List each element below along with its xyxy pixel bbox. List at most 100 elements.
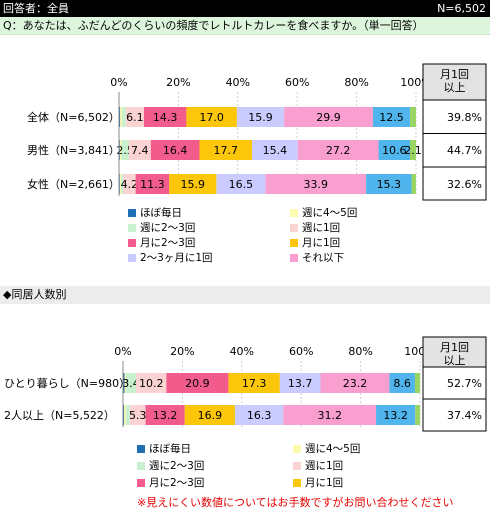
bar-segment [125,373,137,393]
legend-swatch [290,238,298,247]
bar-segment [410,140,416,160]
monthly-table-header-text: 月1回 [440,341,469,354]
bar-segment [143,107,187,127]
data-label: 27.2 [326,144,351,157]
bar-segment [150,140,200,160]
data-label: 10.6 [382,144,407,157]
monthly-value: 39.8% [447,111,482,124]
data-label: 11.3 [140,178,165,191]
data-label: 23.2 [343,377,368,390]
bar-segment [169,174,217,194]
x-tick-label: 60% [285,76,309,89]
data-label: 10.2 [139,377,164,390]
bar-segment [121,140,129,160]
legend-label: それ以下 [302,252,344,264]
legend-label: 月に2～3回 [140,237,196,249]
bar-segment [123,174,136,194]
legend-swatch [128,208,136,217]
bar-segment [236,107,285,127]
bar-segment [166,373,229,393]
legend-swatch [128,223,136,232]
legend-item: 週に4～5回 [293,441,360,456]
data-label: 33.9 [304,178,329,191]
legend-label: 週に1回 [302,222,341,234]
legend-swatch [293,461,301,470]
bar-segment [121,107,126,127]
data-label: 17.7 [214,144,239,157]
x-tick-label: 60% [289,345,313,358]
bar-segment [252,140,298,160]
legend-label: 2～3ヶ月に1回 [140,252,213,264]
legend-label: 週に2～3回 [140,222,196,234]
bar-segment [372,107,411,127]
data-label: 15.9 [181,178,206,191]
monthly-table-header [422,63,487,101]
x-tick-label: 80% [344,76,368,89]
monthly-table-header-text: 以上 [444,81,466,94]
legend-swatch [293,444,301,453]
x-tick-label: 20% [166,76,190,89]
row-label: 全体（N=6,502） [27,110,120,124]
legend-swatch [128,238,136,247]
data-label: 12.5 [379,111,404,124]
bar-segment [119,107,121,127]
data-label: 8.6 [393,377,411,390]
x-tick-label: 0% [110,76,127,89]
legend-item: 月に1回 [293,475,343,490]
legend-swatch [290,223,298,232]
legend-item: 月に1回 [290,235,340,250]
data-label: 2.1 [404,144,422,157]
monthly-value: 44.7% [447,144,482,157]
bar-segment [320,373,390,393]
legend-label: ほぼ毎日 [140,207,182,219]
bar-segment [366,174,412,194]
x-tick-label: 20% [170,345,194,358]
bar-segment [411,174,416,194]
section-title: ◆同居人数別 [0,286,490,304]
legend-item: 月に2～3回 [137,475,204,490]
data-label: 29.9 [316,111,341,124]
bar-segment [184,405,235,425]
data-label: 16.3 [247,409,272,422]
legend-item: 2～3ヶ月に1回 [128,250,213,265]
legend-swatch [137,461,145,470]
question-text: Q：あなたは、ふだんどのくらいの頻度でレトルトカレーを食べますか。（単一回答） [0,17,490,35]
bar-segment [125,107,144,127]
bar-segment [135,174,170,194]
legend-label: ほぼ毎日 [149,443,191,455]
legend-label: 週に4～5回 [302,207,358,219]
legend-swatch [290,253,298,262]
footnote: ※見えにくい数値についてはお手数ですがお問い合わせください [137,496,454,509]
legend-swatch [128,253,136,262]
legend-label: 月に1回 [302,237,341,249]
bar-segment [124,405,126,425]
bar-segment [279,373,321,393]
bar-segment [389,373,415,393]
legend-swatch [137,444,145,453]
respondent-header: 回答者：全員 N=6,502 [0,0,490,17]
legend-item: 週に1回 [290,220,340,235]
data-label: 3.4 [122,377,140,390]
bar-segment [119,174,122,194]
legend-swatch [137,478,145,487]
x-tick-label: 0% [114,345,131,358]
bar-segment [284,107,373,127]
data-label: 7.4 [131,144,149,157]
data-label: 4.2 [121,178,139,191]
legend-item: 週に2～3回 [137,458,204,473]
row-label: ひとり暮らし（N=980） [4,376,130,390]
data-label: 16.5 [229,178,254,191]
monthly-value: 52.7% [447,377,482,390]
bar-segment [199,140,253,160]
legend-label: 月に1回 [305,477,344,489]
bar-segment [265,174,367,194]
data-label: 15.4 [263,144,288,157]
bar-segment [378,140,411,160]
data-label: 6.1 [126,111,144,124]
legend-item: ほぼ毎日 [128,205,182,220]
monthly-table-header-text: 月1回 [440,68,469,81]
bar-segment [414,373,420,393]
data-label: 17.3 [242,377,267,390]
row-label: 男性（N=3,841） [27,143,120,157]
x-tick-label: 40% [230,345,254,358]
